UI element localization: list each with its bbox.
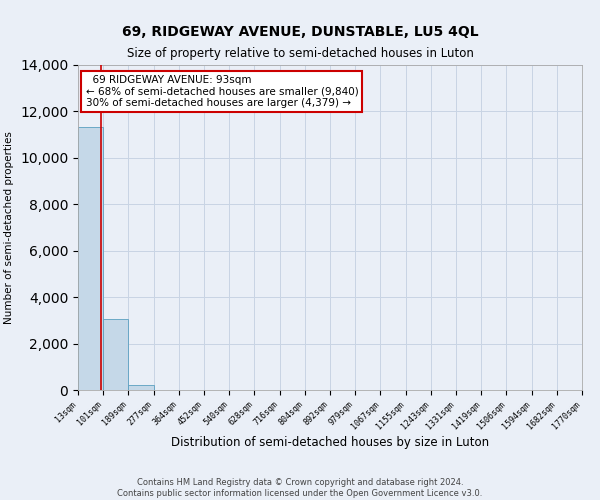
Y-axis label: Number of semi-detached properties: Number of semi-detached properties	[4, 131, 14, 324]
Text: Contains HM Land Registry data © Crown copyright and database right 2024.
Contai: Contains HM Land Registry data © Crown c…	[118, 478, 482, 498]
Bar	[103, 319, 128, 390]
Text: 69 RIDGEWAY AVENUE: 93sqm
← 68% of semi-detached houses are smaller (9,840)
30% : 69 RIDGEWAY AVENUE: 93sqm ← 68% of semi-…	[86, 74, 358, 108]
Text: Size of property relative to semi-detached houses in Luton: Size of property relative to semi-detach…	[127, 48, 473, 60]
Bar	[128, 385, 154, 390]
Bar	[78, 126, 103, 390]
Text: 69, RIDGEWAY AVENUE, DUNSTABLE, LU5 4QL: 69, RIDGEWAY AVENUE, DUNSTABLE, LU5 4QL	[122, 25, 478, 39]
X-axis label: Distribution of semi-detached houses by size in Luton: Distribution of semi-detached houses by …	[171, 436, 489, 450]
